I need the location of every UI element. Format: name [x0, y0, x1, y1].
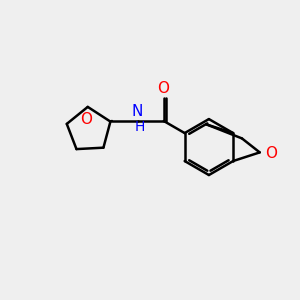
Text: N: N — [132, 104, 143, 119]
Text: O: O — [265, 146, 277, 161]
Text: O: O — [80, 112, 92, 127]
Text: H: H — [135, 121, 145, 134]
Text: O: O — [157, 81, 169, 96]
